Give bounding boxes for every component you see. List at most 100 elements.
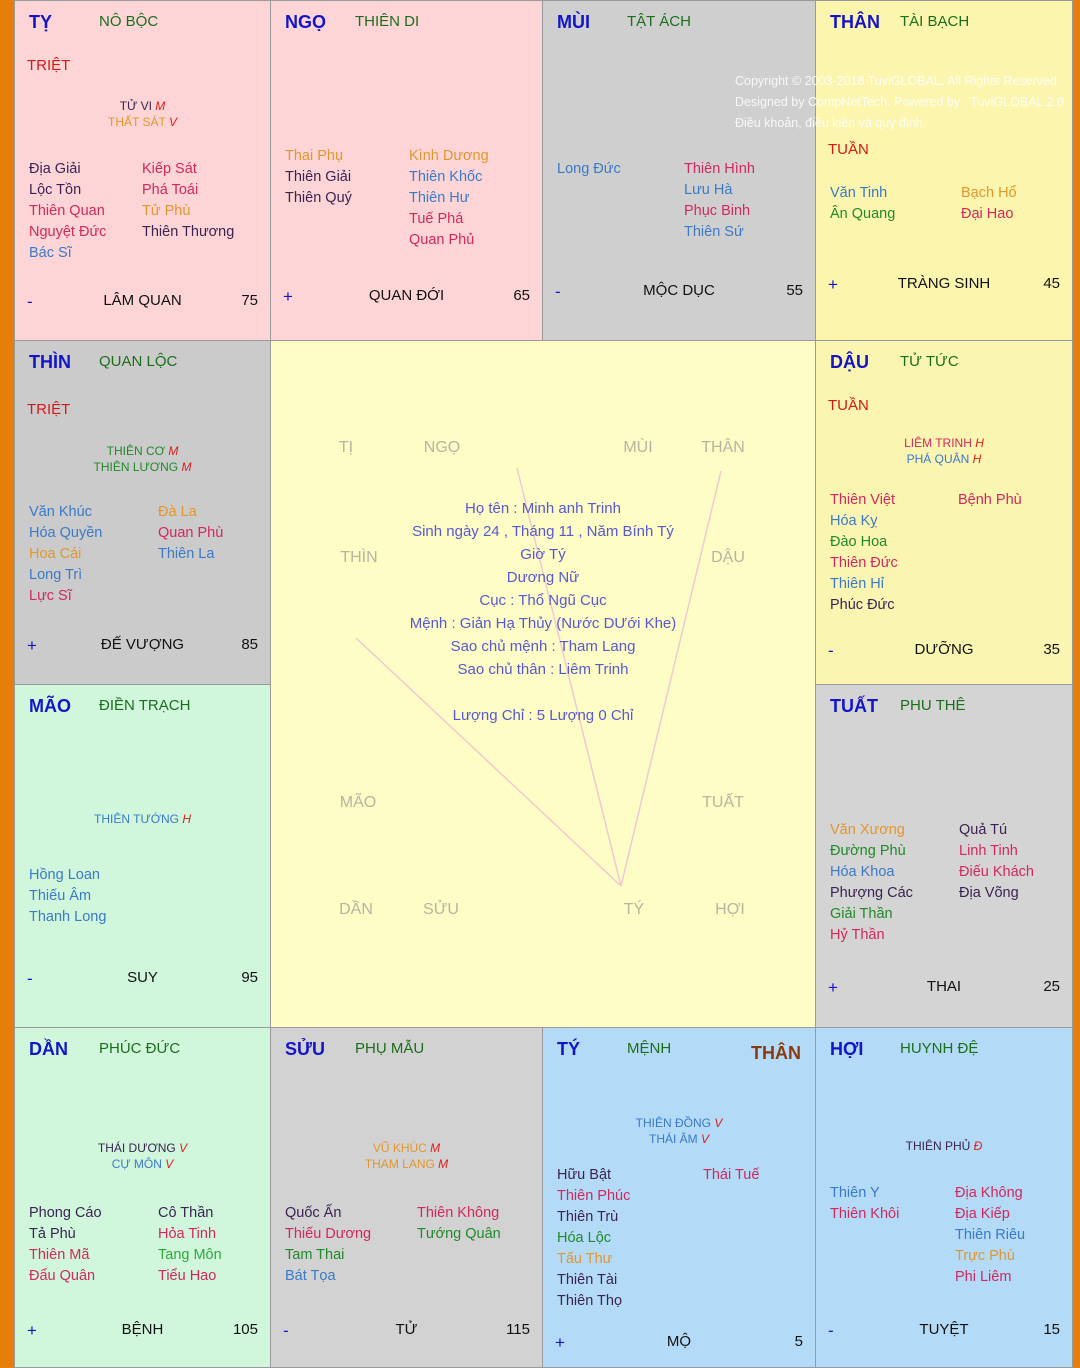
minor-star[interactable]: Hữu Bật (557, 1167, 612, 1183)
major-star[interactable]: THIÊN TƯỚNG H (15, 811, 270, 827)
minor-star[interactable]: Ân Quang (830, 206, 896, 222)
major-star[interactable]: THÁI ÂM V (543, 1131, 815, 1147)
minor-star[interactable]: Địa Kiếp (955, 1206, 1010, 1222)
minor-star[interactable]: Thiên Hình (684, 161, 755, 177)
minor-star[interactable]: Thanh Long (29, 909, 107, 925)
minor-star[interactable]: Nguyệt Đức (29, 224, 107, 240)
major-star[interactable]: THIÊN PHỦ Đ (816, 1138, 1072, 1154)
minor-star[interactable]: Phong Cáo (29, 1205, 102, 1221)
palace-cell-ngo[interactable]: NGỌ THIÊN DI Thai Phụ Thiên Giải Thiên Quý K… (270, 0, 543, 341)
minor-star[interactable]: Thiên Mã (29, 1247, 90, 1263)
minor-star[interactable]: Lưu Hà (684, 182, 733, 198)
minor-star[interactable]: Thiếu Dương (285, 1226, 372, 1242)
major-star[interactable]: THÁI DƯƠNG V (15, 1140, 270, 1156)
palace-cell-mao[interactable]: MÃO ĐIỀN TRẠCH THIÊN TƯỚNG H Hồng Loan Thiế… (14, 684, 271, 1028)
major-star[interactable]: PHÁ QUÂN H (816, 451, 1072, 467)
minor-star[interactable]: Văn Xương (830, 822, 905, 838)
minor-star[interactable]: Đẩu Quân (29, 1268, 96, 1284)
palace-cell-hoi[interactable]: HỢI HUYNH ĐỆ THIÊN PHỦ Đ Thiên Y Thiên Khôi… (815, 1027, 1073, 1368)
palace-cell-ty-rat[interactable]: TÝ MỆNH THÂN THIÊN ĐỒNG V THÁI ÂM V Hữu Bật T… (542, 1027, 816, 1368)
minor-star[interactable]: Thiên Quý (285, 190, 352, 206)
minor-star[interactable]: Quan Phù (158, 525, 224, 541)
minor-star[interactable]: Phục Binh (684, 203, 751, 219)
minor-star[interactable]: Thai Phụ (285, 148, 344, 164)
minor-star[interactable]: Thiên Tài (557, 1272, 618, 1288)
palace-cell-than[interactable]: THÂN TÀI BẠCH TUẦN Văn Tinh Ân Quang Bạch Hổ… (815, 0, 1073, 341)
minor-star[interactable]: Tang Môn (158, 1247, 222, 1263)
minor-star[interactable]: Bạch Hổ (961, 185, 1017, 201)
minor-star[interactable]: Quả Tú (959, 822, 1008, 838)
minor-star[interactable]: Thiên Không (417, 1205, 500, 1221)
minor-star[interactable]: Địa Không (955, 1185, 1023, 1201)
major-star[interactable]: THIÊN LƯƠNG M (15, 459, 270, 475)
minor-star[interactable]: Quan Phủ (409, 232, 475, 248)
palace-cell-tuat[interactable]: TUẤT PHU THÊ Văn Xương Đường Phù Hóa Khoa Ph… (815, 684, 1073, 1028)
minor-star[interactable]: Bệnh Phù (958, 492, 1022, 508)
minor-star[interactable]: Hồng Loan (29, 867, 100, 883)
minor-star[interactable]: Quốc Ấn (285, 1205, 342, 1221)
minor-star[interactable]: Tiểu Hao (158, 1268, 217, 1284)
major-star[interactable]: THAM LANG M (271, 1156, 542, 1172)
minor-star[interactable]: Tam Thai (285, 1247, 345, 1263)
minor-star[interactable]: Hóa Lộc (557, 1230, 612, 1246)
major-star[interactable]: CỰ MÔN V (15, 1156, 270, 1172)
minor-star[interactable]: Bát Tọa (285, 1268, 336, 1284)
minor-star[interactable]: Thiên Khốc (409, 169, 483, 185)
minor-star[interactable]: Thiên Phúc (557, 1188, 631, 1204)
minor-star[interactable]: Phá Toái (142, 182, 199, 198)
minor-star[interactable]: Cô Thần (158, 1205, 214, 1221)
minor-star[interactable]: Đại Hao (961, 206, 1014, 222)
minor-star[interactable]: Tuế Phá (409, 211, 464, 227)
minor-star[interactable]: Thiên Thương (142, 224, 235, 240)
major-star[interactable]: THIÊN ĐỒNG V (543, 1115, 815, 1131)
minor-star[interactable]: Tướng Quân (417, 1226, 501, 1242)
major-star[interactable]: THẤT SÁT V (15, 114, 270, 130)
minor-star[interactable]: Trực Phù (955, 1248, 1015, 1264)
minor-star[interactable]: Giải Thần (830, 906, 893, 922)
minor-star[interactable]: Đường Phù (830, 843, 906, 859)
minor-star[interactable]: Phượng Các (830, 885, 913, 901)
minor-star[interactable]: Thiên Sứ (684, 224, 744, 240)
minor-star[interactable]: Địa Giải (29, 161, 81, 177)
minor-star[interactable]: Thái Tuế (703, 1167, 760, 1183)
minor-star[interactable]: Thiên Khôi (830, 1206, 900, 1222)
minor-star[interactable]: Thiên Hỉ (830, 576, 884, 592)
minor-star[interactable]: Điếu Khách (959, 864, 1034, 880)
minor-star[interactable]: Hỷ Thần (830, 927, 885, 943)
minor-star[interactable]: Thiên Hư (409, 190, 470, 206)
minor-star[interactable]: Đà La (158, 504, 197, 520)
minor-star[interactable]: Thiên Riêu (955, 1227, 1026, 1243)
minor-star[interactable]: Hóa Quyền (29, 525, 103, 541)
minor-star[interactable]: Kiếp Sát (142, 161, 197, 177)
minor-star[interactable]: Hỏa Tinh (158, 1226, 217, 1242)
minor-star[interactable]: Thiên Việt (830, 492, 896, 508)
minor-star[interactable]: Bác Sĩ (29, 245, 72, 261)
minor-star[interactable]: Hoa Cái (29, 546, 82, 562)
minor-star[interactable]: Thiên La (158, 546, 215, 562)
minor-star[interactable]: Kình Dương (409, 148, 489, 164)
minor-star[interactable]: Văn Khúc (29, 504, 92, 520)
minor-star[interactable]: Lực Sĩ (29, 588, 72, 604)
palace-cell-mui[interactable]: MÙI TẬT ÁCH Long Đức Thiên Hình Lưu Hà Phục … (542, 0, 816, 341)
minor-star[interactable]: Phi Liêm (955, 1269, 1012, 1285)
minor-star[interactable]: Tấu Thư (557, 1251, 613, 1267)
minor-star[interactable]: Lộc Tồn (29, 182, 82, 198)
minor-star[interactable]: Thiên Giải (285, 169, 352, 185)
palace-cell-suu[interactable]: SỬU PHỤ MẪU VŨ KHÚC M THAM LANG M Quốc Ấn Th… (270, 1027, 543, 1368)
designed-by-link[interactable]: Designed by CompNetTech. Powered by : Tu… (735, 95, 1064, 109)
palace-cell-dau[interactable]: DẬU TỬ TỨC TUẦN LIÊM TRINH H PHÁ QUÂN H Thiê… (815, 340, 1073, 685)
minor-star[interactable]: Đào Hoa (830, 534, 888, 550)
minor-star[interactable]: Hóa Khoa (830, 864, 895, 880)
major-star[interactable]: LIÊM TRINH H (816, 435, 1072, 451)
minor-star[interactable]: Thiên Y (830, 1185, 880, 1201)
minor-star[interactable]: Long Trì (29, 567, 83, 583)
minor-star[interactable]: Tử Phù (142, 203, 191, 219)
minor-star[interactable]: Long Đức (557, 161, 621, 177)
minor-star[interactable]: Thiên Quan (29, 203, 105, 219)
minor-star[interactable]: Tả Phù (29, 1226, 76, 1242)
palace-cell-thin[interactable]: THÌN QUAN LỘC TRIỆT THIÊN CƠ M THIÊN LƯƠNG … (14, 340, 271, 685)
minor-star[interactable]: Thiên Đức (830, 555, 898, 571)
minor-star[interactable]: Thiên Thọ (557, 1293, 623, 1309)
minor-star[interactable]: Địa Võng (959, 885, 1019, 901)
major-star[interactable]: THIÊN CƠ M (15, 443, 270, 459)
